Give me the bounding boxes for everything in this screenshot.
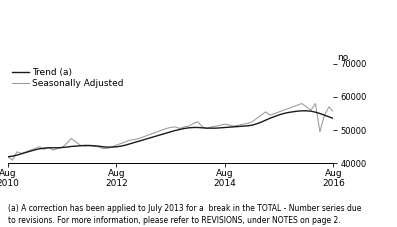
Legend: Trend (a), Seasonally Adjusted: Trend (a), Seasonally Adjusted bbox=[12, 68, 124, 88]
Text: (a) A correction has been applied to July 2013 for a  break in the TOTAL - Numbe: (a) A correction has been applied to Jul… bbox=[8, 204, 361, 225]
Text: no.: no. bbox=[337, 53, 351, 62]
